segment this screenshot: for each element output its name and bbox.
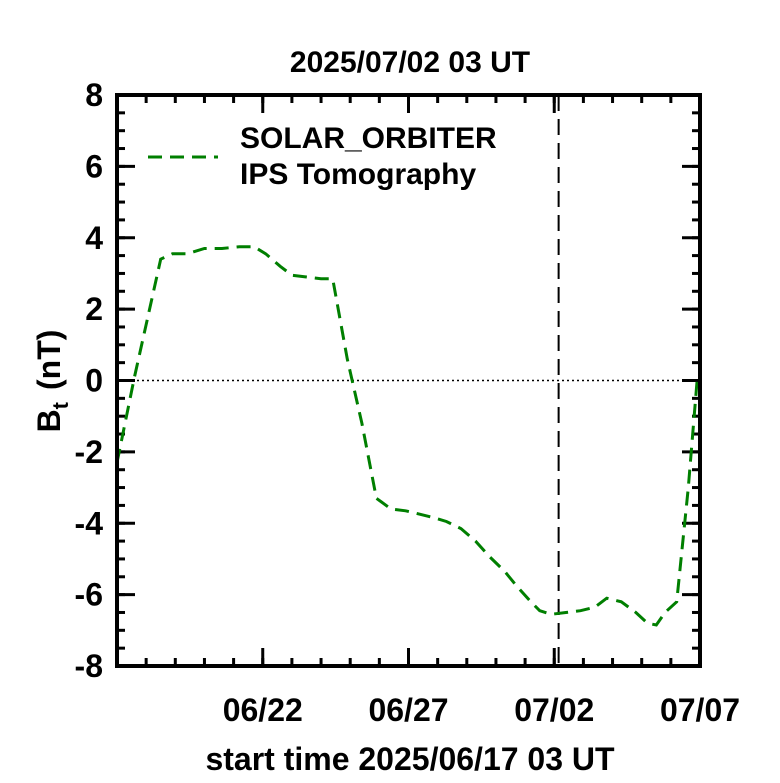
y-tick-label: -8 <box>75 648 103 684</box>
legend: SOLAR_ORBITER IPS Tomography <box>148 122 497 191</box>
x-axis-label: start time 2025/06/17 03 UT <box>205 741 615 777</box>
y-axis-label: Bt (nT) <box>31 330 73 433</box>
legend-label-line1: SOLAR_ORBITER <box>240 122 497 155</box>
series-group <box>115 245 699 627</box>
legend-label-line2: IPS Tomography <box>240 158 476 191</box>
guide-lines <box>117 95 700 666</box>
x-tick-label: 07/02 <box>514 692 594 728</box>
chart-title: 2025/07/02 03 UT <box>290 46 530 79</box>
plot-frame <box>115 93 702 668</box>
y-tick-label: 4 <box>85 220 103 256</box>
tick-labels: 06/22 06/27 07/02 07/07 8 6 4 2 0 -2 -4 -6 -8 <box>75 77 740 728</box>
y-tick-label: -4 <box>75 505 104 541</box>
series-line-bt <box>115 245 699 627</box>
x-tick-label: 06/27 <box>368 692 448 728</box>
y-axis-label-unit: (nT) <box>31 330 67 390</box>
y-axis-label-main: B <box>31 409 67 432</box>
svg-text:Bt(nT): Bt (nT) <box>31 330 73 433</box>
y-tick-label: -2 <box>75 434 103 470</box>
y-tick-label: 6 <box>85 148 103 184</box>
x-tick-label: 06/22 <box>223 692 303 728</box>
y-tick-label: -6 <box>75 577 103 613</box>
y-tick-label: 0 <box>85 363 103 399</box>
y-tick-label: 8 <box>85 77 103 113</box>
y-axis-label-sub: t <box>48 401 73 409</box>
x-tick-label: 07/07 <box>660 692 740 728</box>
y-tick-label: 2 <box>85 291 103 327</box>
